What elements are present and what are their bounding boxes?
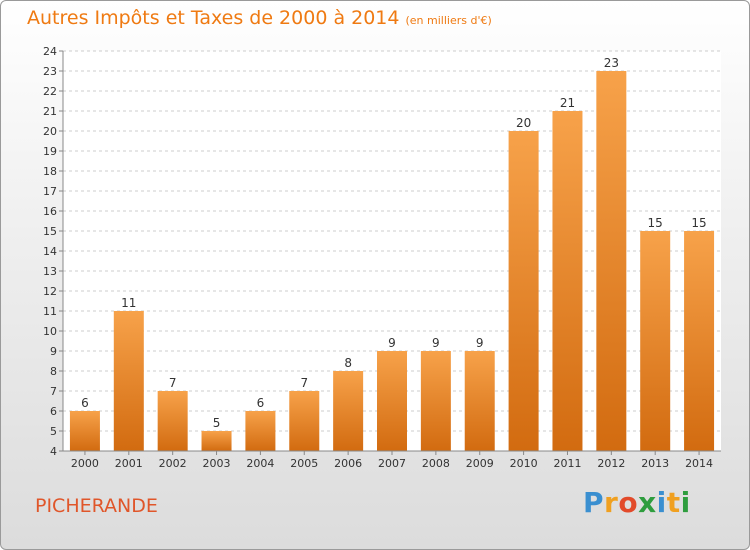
bar-value-label: 7 — [169, 376, 177, 390]
bar-value-label: 15 — [648, 216, 663, 230]
bar-value-label: 15 — [691, 216, 706, 230]
bar-value-label: 8 — [344, 356, 352, 370]
bar — [552, 111, 583, 451]
y-tick-label: 6 — [50, 405, 57, 418]
y-tick-label: 18 — [43, 165, 57, 178]
bar-value-label: 11 — [121, 296, 136, 310]
bar-value-label: 7 — [300, 376, 308, 390]
x-tick-label: 2009 — [466, 457, 494, 470]
bar — [289, 391, 320, 451]
bar — [420, 351, 451, 451]
bar — [69, 411, 100, 451]
x-tick-label: 2014 — [685, 457, 713, 470]
bar-value-label: 20 — [516, 116, 531, 130]
y-tick-label: 23 — [43, 65, 57, 78]
x-tick-label: 2011 — [553, 457, 581, 470]
place-name: PICHERANDE — [35, 495, 158, 517]
bar-value-label: 5 — [213, 416, 221, 430]
bar — [377, 351, 407, 451]
x-tick-label: 2010 — [510, 457, 538, 470]
x-tick-label: 2000 — [71, 457, 99, 470]
y-tick-label: 20 — [43, 125, 57, 138]
y-tick-label: 17 — [43, 185, 57, 198]
y-tick-label: 14 — [43, 245, 57, 258]
brand-logo: Proxiti — [583, 486, 691, 519]
x-tick-label: 2002 — [159, 457, 187, 470]
bar-value-label: 9 — [476, 336, 484, 350]
bar — [640, 231, 671, 451]
y-tick-label: 9 — [50, 345, 57, 358]
chart-title-main: Autres Impôts et Taxes de 2000 à 2014 — [27, 7, 400, 29]
x-tick-label: 2013 — [641, 457, 669, 470]
bar-value-label: 23 — [604, 56, 619, 70]
bar — [113, 311, 144, 451]
bar — [201, 431, 232, 451]
brand-letter: P — [583, 486, 605, 519]
bar — [157, 391, 188, 451]
x-tick-label: 2012 — [597, 457, 625, 470]
brand-letter: x — [638, 486, 657, 519]
y-tick-label: 11 — [43, 305, 57, 318]
bar-value-label: 6 — [257, 396, 265, 410]
x-tick-label: 2008 — [422, 457, 450, 470]
chart-title-unit: (en milliers d'€) — [405, 14, 492, 27]
y-tick-label: 19 — [43, 145, 57, 158]
brand-letter: i — [680, 486, 691, 519]
y-tick-label: 16 — [43, 205, 57, 218]
brand-letter: o — [618, 486, 639, 519]
y-tick-label: 22 — [43, 85, 57, 98]
y-tick-label: 5 — [50, 425, 57, 438]
bar — [684, 231, 715, 451]
y-tick-label: 8 — [50, 365, 57, 378]
y-tick-label: 4 — [50, 445, 57, 458]
y-tick-label: 12 — [43, 285, 57, 298]
bar — [333, 371, 364, 451]
bar — [596, 71, 627, 451]
y-tick-label: 21 — [43, 105, 57, 118]
bar-value-label: 6 — [81, 396, 89, 410]
bar-value-label: 21 — [560, 96, 575, 110]
y-tick-label: 13 — [43, 265, 57, 278]
bar — [508, 131, 539, 451]
brand-letter: t — [666, 486, 681, 519]
bar — [245, 411, 276, 451]
brand-letter: i — [656, 486, 667, 519]
x-tick-label: 2001 — [115, 457, 143, 470]
x-tick-label: 2006 — [334, 457, 362, 470]
x-tick-label: 2005 — [290, 457, 318, 470]
y-tick-label: 15 — [43, 225, 57, 238]
brand-letter: r — [604, 486, 619, 519]
bar-value-label: 9 — [388, 336, 396, 350]
y-tick-label: 24 — [43, 45, 57, 58]
chart-title: Autres Impôts et Taxes de 2000 à 2014 (en… — [27, 7, 492, 29]
x-tick-label: 2003 — [203, 457, 231, 470]
bar-value-label: 9 — [432, 336, 440, 350]
x-tick-label: 2007 — [378, 457, 406, 470]
y-tick-label: 10 — [43, 325, 57, 338]
x-tick-label: 2004 — [246, 457, 274, 470]
bar — [464, 351, 495, 451]
y-tick-label: 7 — [50, 385, 57, 398]
